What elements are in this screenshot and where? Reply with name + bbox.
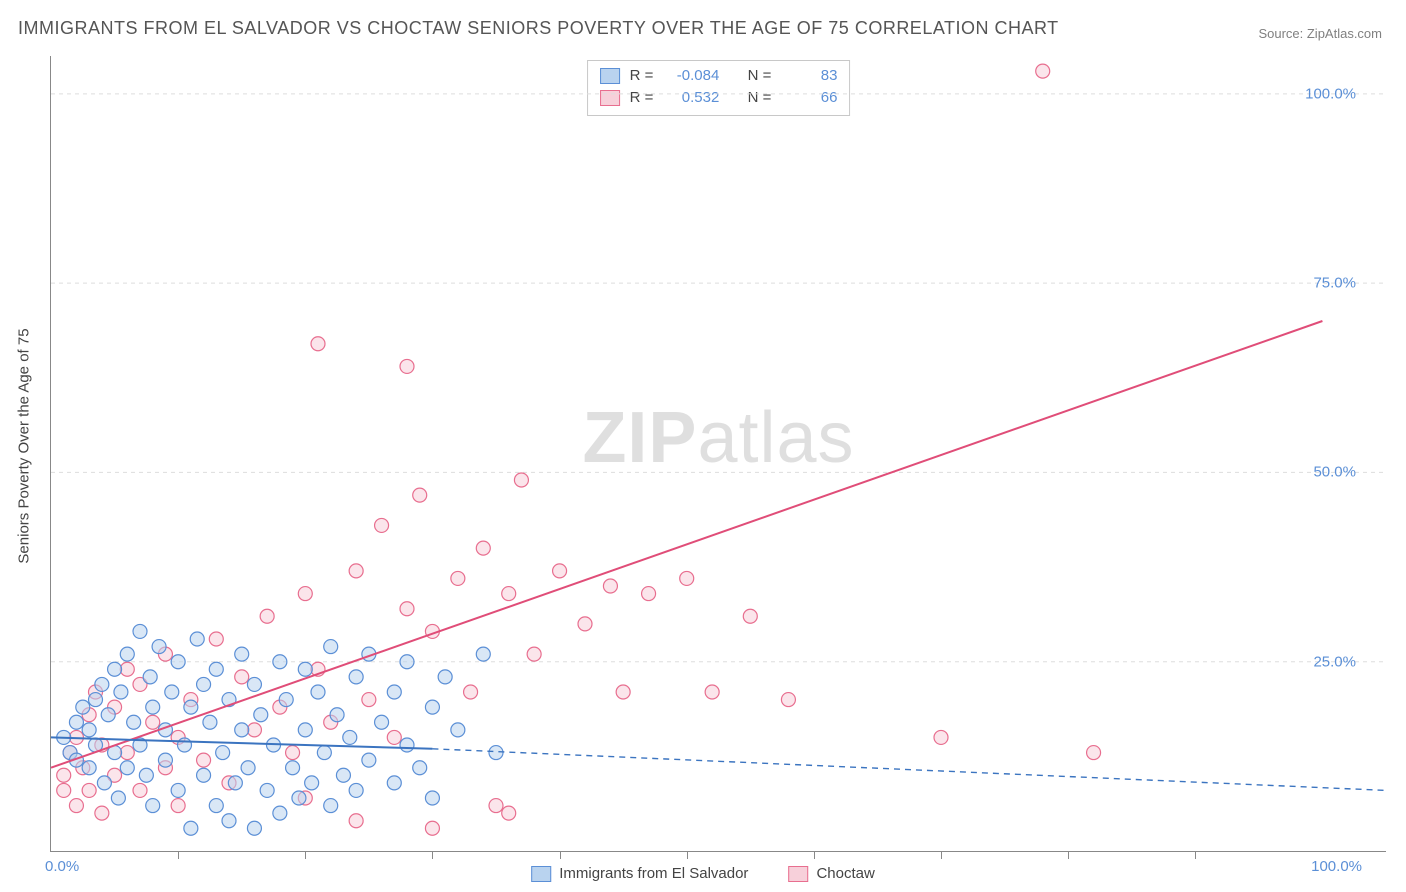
x-tick — [1068, 851, 1069, 859]
y-tick-label: 75.0% — [1313, 275, 1356, 292]
x-tick — [560, 851, 561, 859]
legend-item-1: Immigrants from El Salvador — [531, 865, 748, 882]
x-tick — [687, 851, 688, 859]
x-tick-label: 0.0% — [45, 858, 79, 875]
y-tick-label: 50.0% — [1313, 464, 1356, 481]
x-tick — [432, 851, 433, 859]
bottom-legend: Immigrants from El Salvador Choctaw — [531, 865, 875, 882]
plot-region: ZIPatlas R = -0.084 N = 83 R = 0.532 N =… — [50, 56, 1386, 852]
plot-svg — [51, 56, 1386, 851]
legend-label-1: Immigrants from El Salvador — [559, 865, 748, 882]
legend-label-2: Choctaw — [816, 865, 874, 882]
y-tick-label: 25.0% — [1313, 653, 1356, 670]
x-tick — [178, 851, 179, 859]
legend-swatch-1 — [531, 866, 551, 882]
source-link[interactable]: ZipAtlas.com — [1307, 26, 1382, 41]
legend-swatch-2 — [788, 866, 808, 882]
chart-area: ZIPatlas R = -0.084 N = 83 R = 0.532 N =… — [50, 56, 1386, 852]
chart-title: IMMIGRANTS FROM EL SALVADOR VS CHOCTAW S… — [18, 18, 1059, 39]
x-tick-label: 100.0% — [1311, 858, 1362, 875]
x-tick — [305, 851, 306, 859]
x-tick — [941, 851, 942, 859]
source-attribution: Source: ZipAtlas.com — [1258, 26, 1382, 41]
y-tick-label: 100.0% — [1305, 85, 1356, 102]
x-tick — [1195, 851, 1196, 859]
x-tick — [814, 851, 815, 859]
legend-item-2: Choctaw — [788, 865, 874, 882]
source-prefix: Source: — [1258, 26, 1306, 41]
y-axis-label: Seniors Poverty Over the Age of 75 — [16, 328, 33, 563]
